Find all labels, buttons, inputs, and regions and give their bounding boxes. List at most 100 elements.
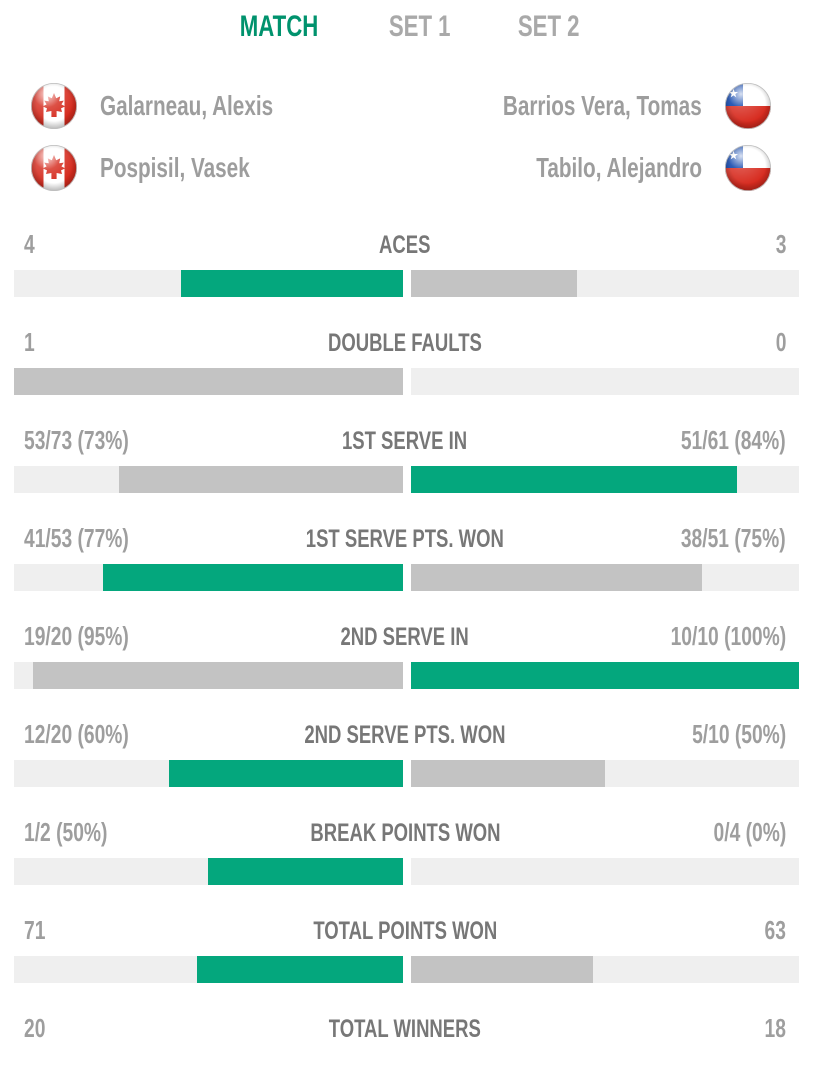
tab-match-label: MATCH — [239, 10, 318, 43]
home-bar-track — [14, 466, 403, 493]
home-stat-value-text: 71 — [24, 915, 46, 945]
away-stat-value-text: 18 — [764, 1013, 786, 1043]
stat-row: 41/53 (77%) 1ST SERVE PTS. WON 38/51 (75… — [0, 522, 816, 591]
home-bar-track — [14, 956, 403, 983]
home-stat-value-text: 1 — [24, 327, 35, 357]
stat-header: 4 ACES 3 — [0, 228, 816, 260]
stat-bar — [14, 662, 799, 689]
stat-label-text: 2ND SERVE PTS. WON — [304, 721, 506, 749]
period-tabs: MATCH SET 1 SET 2 — [0, 0, 816, 46]
away-bar-track — [410, 270, 799, 297]
away-stat-value-text: 38/51 (75%) — [681, 523, 786, 553]
away-stat-value: 38/51 (75%) — [591, 522, 786, 554]
stat-label: 2ND SERVE PTS. WON — [219, 719, 591, 751]
home-stat-value: 71 — [24, 914, 219, 946]
stat-header: 71 TOTAL POINTS WON 63 — [0, 914, 816, 946]
tab-set-2[interactable]: SET 2 — [507, 10, 590, 44]
stat-label: 1ST SERVE PTS. WON — [219, 523, 591, 555]
stat-bar — [14, 466, 799, 493]
player-row-2: Pospisil, Vasek Tabilo, Alejandro — [30, 144, 772, 192]
home-bar-fill — [208, 858, 403, 885]
stat-label-text: 1ST SERVE PTS. WON — [305, 525, 505, 553]
tab-set-1[interactable]: SET 1 — [378, 10, 461, 44]
away-stat-value-text: 63 — [764, 915, 786, 945]
away-stat-value: 5/10 (50%) — [591, 718, 786, 750]
stat-bar — [14, 956, 799, 983]
home-stat-value: 4 — [24, 228, 219, 260]
away-bar-fill — [410, 760, 605, 787]
away-stat-value: 51/61 (84%) — [591, 424, 786, 456]
stat-bar — [14, 564, 799, 591]
home-bar-fill — [14, 368, 403, 395]
stat-row: 53/73 (73%) 1ST SERVE IN 51/61 (84%) — [0, 424, 816, 493]
away-bar-track — [410, 662, 799, 689]
home-bar-track — [14, 564, 403, 591]
away-player-1: Barrios Vera, Tomas — [433, 82, 772, 130]
home-bar-track — [14, 858, 403, 885]
canada-flag-icon — [30, 82, 78, 130]
away-stat-value: 18 — [591, 1012, 786, 1044]
stat-label-text: 2ND SERVE IN — [340, 623, 470, 651]
away-stat-value: 63 — [591, 914, 786, 946]
players-header: Galarneau, Alexis Barrios Vera, Tomas Po… — [0, 82, 816, 192]
stat-bar — [14, 858, 799, 885]
chile-flag-icon — [724, 82, 772, 130]
home-stat-value-text: 53/73 (73%) — [24, 425, 129, 455]
away-bar-track — [410, 368, 799, 395]
player-name: Galarneau, Alexis — [100, 90, 274, 121]
canada-flag-icon — [30, 144, 78, 192]
stat-label-text: ACES — [379, 231, 431, 259]
home-stat-value: 53/73 (73%) — [24, 424, 219, 456]
stat-row: 20 TOTAL WINNERS 18 — [0, 1012, 816, 1044]
home-bar-track — [14, 270, 403, 297]
stat-row: 12/20 (60%) 2ND SERVE PTS. WON 5/10 (50%… — [0, 718, 816, 787]
stat-row: 71 TOTAL POINTS WON 63 — [0, 914, 816, 983]
away-bar-track — [410, 956, 799, 983]
home-stat-value: 1 — [24, 326, 219, 358]
home-bar-track — [14, 760, 403, 787]
away-stat-value-text: 10/10 (100%) — [670, 621, 786, 651]
home-stat-value: 12/20 (60%) — [24, 718, 219, 750]
chile-flag-icon — [724, 144, 772, 192]
away-bar-fill — [410, 466, 737, 493]
home-stat-value-text: 41/53 (77%) — [24, 523, 129, 553]
away-bar-fill — [410, 564, 702, 591]
home-stat-value-text: 4 — [24, 229, 35, 259]
away-stat-value-text: 3 — [775, 229, 786, 259]
home-bar-track — [14, 662, 403, 689]
home-stat-value-text: 19/20 (95%) — [24, 621, 129, 651]
stat-row: 19/20 (95%) 2ND SERVE IN 10/10 (100%) — [0, 620, 816, 689]
stat-bar — [14, 368, 799, 395]
home-stat-value-text: 1/2 (50%) — [24, 817, 108, 847]
away-bar-fill — [410, 270, 578, 297]
stat-label-text: BREAK POINTS WON — [309, 819, 501, 847]
away-player-2: Tabilo, Alejandro — [478, 144, 772, 192]
home-bar-fill — [196, 956, 403, 983]
home-stat-value: 19/20 (95%) — [24, 620, 219, 652]
home-bar-track — [14, 368, 403, 395]
stat-label: DOUBLE FAULTS — [219, 327, 591, 359]
home-bar-fill — [180, 270, 403, 297]
stat-header: 1/2 (50%) BREAK POINTS WON 0/4 (0%) — [0, 816, 816, 848]
match-stats-list: 4 ACES 3 1 DOUBLE FAULTS 0 53/73 (73%) 1… — [0, 228, 816, 1044]
home-stat-value-text: 20 — [24, 1013, 46, 1043]
stat-label: ACES — [219, 229, 591, 261]
stat-label-text: TOTAL POINTS WON — [313, 917, 497, 945]
stat-label: 2ND SERVE IN — [219, 621, 591, 653]
stat-row: 4 ACES 3 — [0, 228, 816, 297]
home-bar-fill — [118, 466, 403, 493]
player-name: Tabilo, Alejandro — [536, 152, 702, 183]
away-bar-track — [410, 466, 799, 493]
stat-bar — [14, 760, 799, 787]
stat-label-text: TOTAL WINNERS — [328, 1015, 482, 1043]
away-stat-value: 0 — [591, 326, 786, 358]
stat-bar — [14, 270, 799, 297]
stat-label: TOTAL POINTS WON — [219, 915, 591, 947]
away-stat-value-text: 5/10 (50%) — [691, 719, 786, 749]
away-stat-value: 10/10 (100%) — [591, 620, 786, 652]
home-stat-value-text: 12/20 (60%) — [24, 719, 129, 749]
stat-header: 20 TOTAL WINNERS 18 — [0, 1012, 816, 1044]
tab-match[interactable]: MATCH — [226, 10, 332, 44]
away-bar-track — [410, 858, 799, 885]
away-stat-value: 0/4 (0%) — [591, 816, 786, 848]
